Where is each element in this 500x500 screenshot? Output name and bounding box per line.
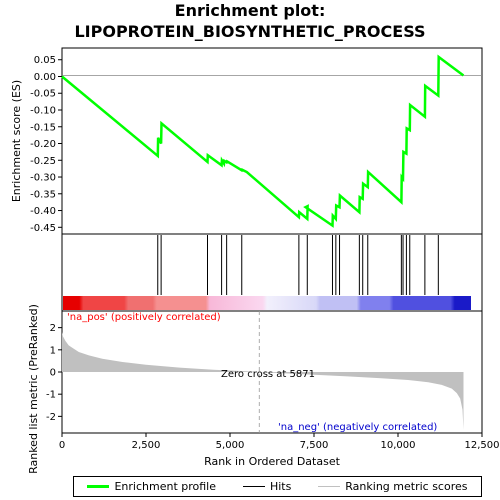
x-tick-label: 2,500 [132, 440, 161, 451]
x-axis-label: Rank in Ordered Dataset [204, 455, 341, 468]
es-y-tick-label: -0.30 [30, 173, 56, 184]
legend-metric-label: Ranking metric scores [345, 480, 468, 493]
es-y-tick-label: -0.10 [30, 106, 56, 117]
es-panel-frame [61, 47, 483, 235]
legend: Enrichment profile Hits Ranking metric s… [73, 476, 482, 497]
gray-line-icon [318, 486, 341, 487]
es-y-tick-label: 0.00 [34, 72, 56, 83]
es-y-tick-label: -0.40 [30, 206, 56, 217]
es-y-tick-label: -0.35 [30, 189, 56, 200]
metric-x-ticks: 0 2,500 5,000 7,500 10,000 12,500 [59, 433, 500, 451]
chart-title: Enrichment plot: LIPOPROTEIN_BIOSYNTHETI… [74, 1, 426, 41]
metric-y-tick-label: -1 [46, 390, 56, 401]
rank-heat-bar [63, 296, 471, 310]
legend-item-hits: Hits [242, 480, 292, 493]
es-y-tick-label: -0.25 [30, 156, 56, 167]
legend-profile-label: Enrichment profile [114, 480, 216, 493]
zero-cross-label: Zero cross at 5871 [221, 369, 315, 380]
es-panel: 0.05 0.00 -0.05 -0.10 -0.15 -0.20 -0.25 -0.30 -0… [10, 47, 483, 235]
legend-hits-label: Hits [269, 480, 292, 493]
metric-y-tick-label: -2 [46, 412, 56, 423]
x-tick-label: 7,500 [300, 440, 329, 451]
x-tick-label: 0 [59, 440, 65, 451]
es-y-tick-label: 0.05 [34, 55, 56, 66]
metric-y-axis-label: Ranked list metric (PreRanked) [27, 304, 40, 474]
black-line-icon [242, 486, 265, 487]
es-y-tick-label: -0.05 [30, 89, 56, 100]
x-tick-label: 12,500 [465, 440, 500, 451]
hits-panel [61, 233, 483, 312]
enrichment-profile-line [61, 54, 465, 228]
x-tick-label: 10,000 [381, 440, 416, 451]
es-y-axis-label: Enrichment score (ES) [10, 80, 23, 202]
metric-panel: 2 1 0 -1 -2 0 2,500 5,000 7,500 10,000 12,500 'na… [27, 304, 500, 474]
green-line-icon [87, 485, 110, 488]
metric-y-ticks: 2 1 0 -1 -2 [46, 323, 62, 423]
metric-y-tick-label: 0 [50, 368, 56, 379]
metric-y-tick-label: 1 [50, 345, 56, 356]
legend-item-profile: Enrichment profile [87, 480, 216, 493]
es-y-ticks: 0.05 0.00 -0.05 -0.10 -0.15 -0.20 -0.25 -0.30 -0… [30, 55, 62, 234]
legend-item-metric: Ranking metric scores [318, 480, 467, 493]
es-y-tick-label: -0.20 [30, 139, 56, 150]
positive-correlation-label: 'na_pos' (positively correlated) [67, 312, 221, 323]
es-y-tick-label: -0.45 [30, 223, 56, 234]
x-tick-label: 5,000 [216, 440, 245, 451]
hit-markers [157, 235, 439, 295]
es-y-tick-label: -0.15 [30, 122, 56, 133]
negative-correlation-label: 'na_neg' (negatively correlated) [278, 422, 437, 433]
metric-y-tick-label: 2 [50, 323, 56, 334]
